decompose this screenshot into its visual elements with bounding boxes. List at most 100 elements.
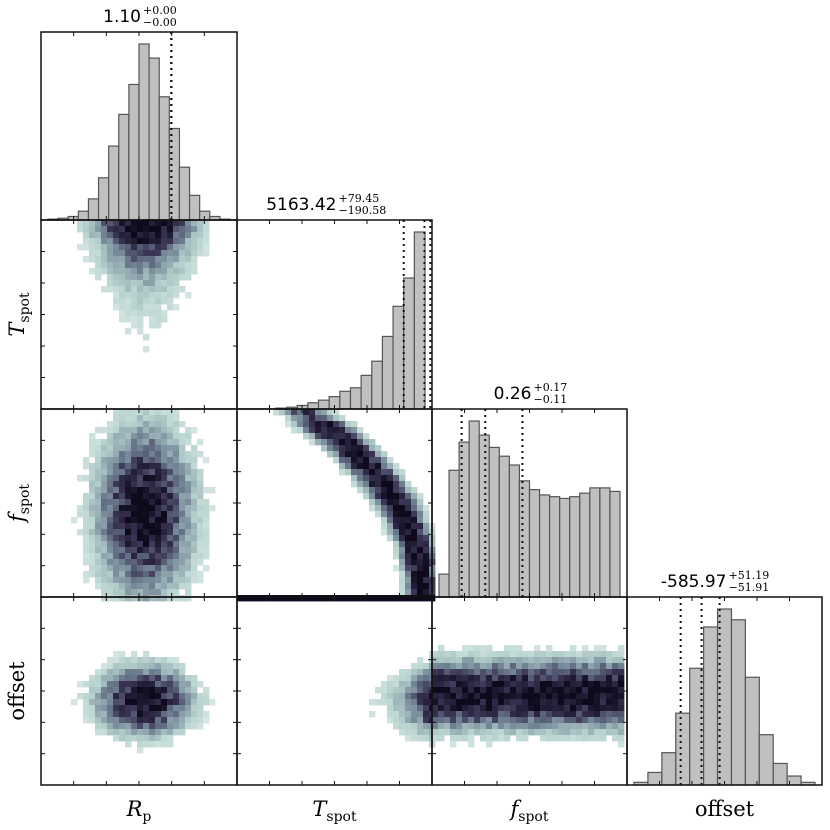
density-cell [588, 669, 595, 676]
density-cell [510, 711, 517, 718]
density-cell [149, 675, 156, 682]
density-cell [185, 717, 192, 724]
density-cell [143, 559, 150, 566]
density-cell [381, 475, 388, 482]
density-cell [405, 511, 412, 518]
density-cell [143, 595, 150, 602]
density-cell [351, 433, 358, 440]
density-cell [101, 571, 108, 578]
density-cell [143, 310, 150, 317]
density-cell [375, 469, 382, 476]
density-cell [351, 469, 358, 476]
title-plus: +51.19 [729, 569, 770, 582]
density-cell [149, 445, 156, 452]
density-cell [540, 699, 547, 706]
density-cell [417, 523, 424, 530]
density-cell [185, 565, 192, 572]
density-cell [143, 553, 150, 560]
density-cell [155, 238, 162, 245]
density-cell [546, 723, 553, 730]
hist-bar [138, 43, 150, 221]
density-cell [405, 595, 412, 602]
density-cell [462, 651, 469, 658]
density-cell [155, 286, 162, 293]
density-cell [369, 711, 376, 718]
density-cell [125, 328, 132, 335]
density-cell [345, 463, 352, 470]
density-cell [185, 547, 192, 554]
density-cell [399, 475, 406, 482]
density-cell [131, 322, 138, 329]
density-cell [149, 481, 156, 488]
density-cell [363, 595, 370, 602]
density-cell [528, 699, 535, 706]
density-cell [197, 529, 204, 536]
density-cell [143, 735, 150, 742]
density-cell [399, 589, 406, 596]
density-cell [125, 487, 132, 494]
density-cell [534, 651, 541, 658]
density-cell [125, 541, 132, 548]
hist-bar [403, 277, 415, 410]
density-cell [498, 723, 505, 730]
density-cell [173, 511, 180, 518]
density-cell [327, 415, 334, 422]
density-cell [618, 699, 625, 706]
density-cell [89, 705, 96, 712]
hist-bar [188, 194, 201, 221]
density-cell [89, 244, 96, 251]
density-cell [203, 226, 210, 233]
density-cell [179, 457, 186, 464]
density-cell [95, 220, 102, 227]
density-cell [89, 433, 96, 440]
density-panel-3-2 [432, 645, 625, 748]
density-cell [149, 517, 156, 524]
density-cell [450, 675, 457, 682]
density-cell [432, 699, 439, 706]
density-cell [504, 717, 511, 724]
density-cell [423, 583, 430, 590]
density-cell [119, 439, 126, 446]
density-cell [504, 735, 511, 742]
density-cell [387, 505, 394, 512]
density-cell [149, 699, 156, 706]
density-cell [149, 286, 156, 293]
density-cell [498, 657, 505, 664]
density-cell [167, 657, 174, 664]
density-cell [119, 651, 126, 658]
density-cell [137, 280, 144, 287]
density-cell [149, 433, 156, 440]
density-cell [351, 421, 358, 428]
density-cell [417, 687, 424, 694]
density-cell [125, 705, 132, 712]
density-cell [510, 645, 517, 652]
density-cell [167, 220, 174, 227]
density-panel-2-1 [237, 409, 436, 602]
density-cell [131, 589, 138, 596]
density-cell [606, 711, 613, 718]
density-cell [303, 415, 310, 422]
density-cell [131, 559, 138, 566]
density-cell [137, 675, 144, 682]
density-cell [131, 232, 138, 239]
density-cell [143, 693, 150, 700]
histogram-R_p [47, 32, 231, 221]
density-cell [450, 729, 457, 736]
density-cell [393, 535, 400, 542]
density-cell [155, 244, 162, 251]
density-cell [528, 729, 535, 736]
density-cell [291, 427, 298, 434]
density-cell [119, 238, 126, 245]
density-cell [173, 663, 180, 670]
density-cell [119, 463, 126, 470]
density-cell [107, 475, 114, 482]
density-cell [149, 589, 156, 596]
density-cell [131, 651, 138, 658]
density-cell [399, 571, 406, 578]
density-cell [498, 669, 505, 676]
density-cell [387, 699, 394, 706]
density-cell [149, 232, 156, 239]
density-cell [131, 238, 138, 245]
density-cell [173, 675, 180, 682]
density-cell [510, 663, 517, 670]
